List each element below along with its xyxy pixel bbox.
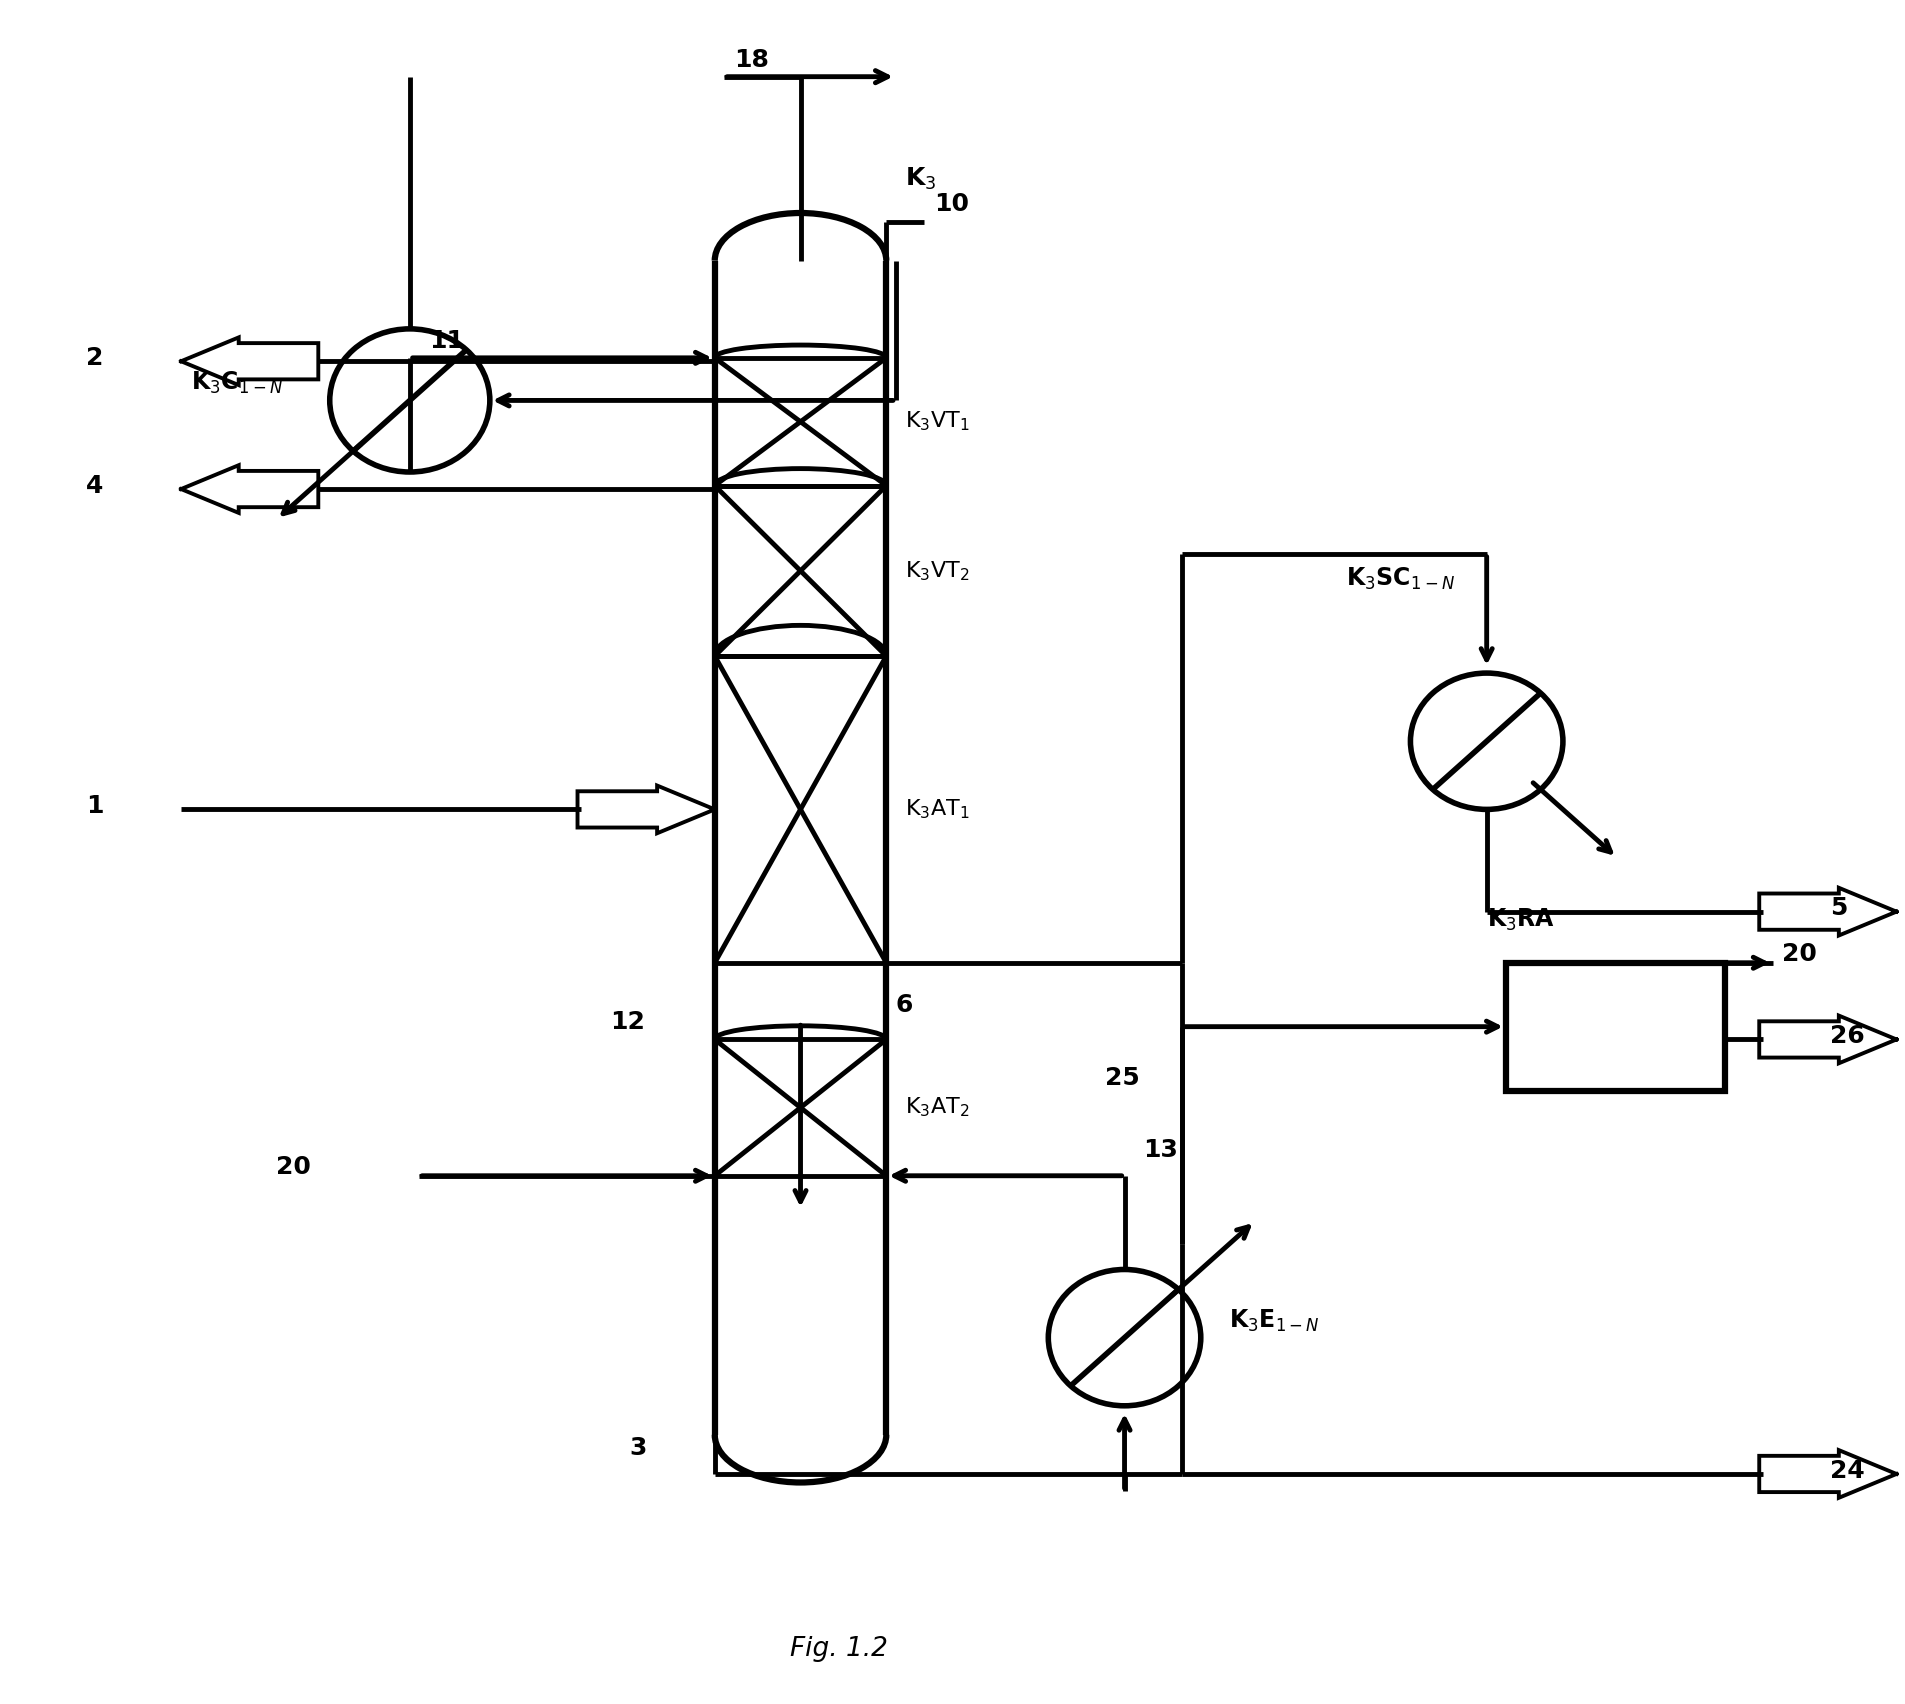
Text: K$_3$AT$_2$: K$_3$AT$_2$ [905,1096,970,1120]
Text: 11: 11 [429,329,463,353]
Text: K$_3$RA: K$_3$RA [1486,907,1554,934]
Text: 24: 24 [1829,1459,1863,1482]
Text: 6: 6 [895,993,912,1017]
Text: 4: 4 [86,474,103,498]
Text: 5: 5 [1829,896,1846,920]
Text: K$_3$E$_{1-N}$: K$_3$E$_{1-N}$ [1229,1307,1320,1334]
Text: 1: 1 [86,794,103,818]
Text: 25: 25 [1105,1065,1139,1091]
Text: K$_3$VT$_2$: K$_3$VT$_2$ [905,559,970,583]
Text: K$_3$VT$_1$: K$_3$VT$_1$ [905,409,970,433]
Text: 18: 18 [733,48,768,72]
Text: 12: 12 [610,1010,644,1034]
Text: 20: 20 [1781,942,1815,966]
Text: K$_3$SC$_{1-N}$: K$_3$SC$_{1-N}$ [1345,566,1455,593]
Text: 20: 20 [276,1155,311,1179]
Text: 10: 10 [933,193,968,216]
Text: 26: 26 [1829,1024,1863,1048]
Text: 3: 3 [629,1436,646,1460]
Text: K$_3$AT$_1$: K$_3$AT$_1$ [905,797,970,821]
Text: 13: 13 [1143,1138,1177,1162]
Text: K$_3$: K$_3$ [905,165,935,193]
Text: 2: 2 [86,346,103,370]
Text: Fig. 1.2: Fig. 1.2 [789,1636,888,1663]
Bar [1505,963,1724,1091]
Text: K$_3$C$_{1-N}$: K$_3$C$_{1-N}$ [190,370,282,397]
